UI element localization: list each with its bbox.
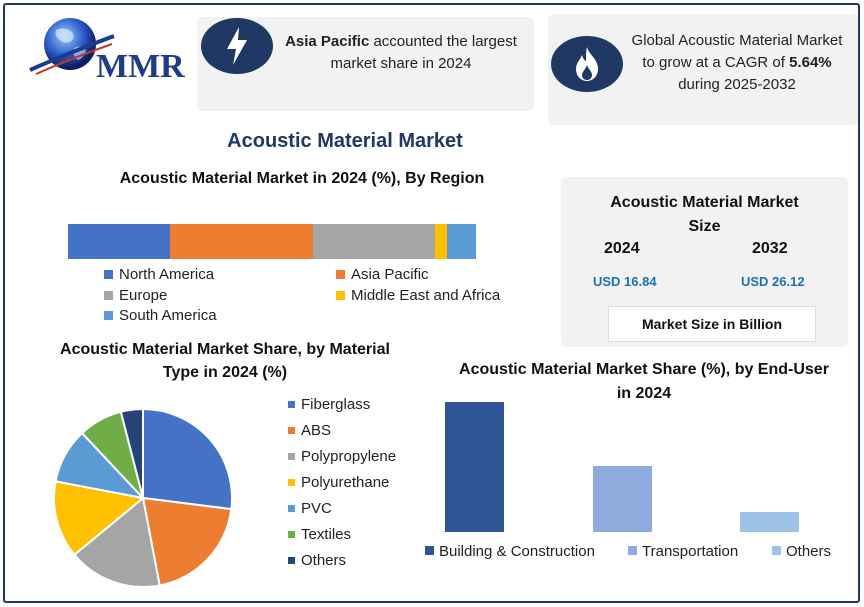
bar-segment-asia-pacific [170, 224, 313, 259]
region-highlight-text: Asia Pacific accounted the largest marke… [285, 33, 517, 72]
legend-swatch [104, 270, 113, 279]
legend-swatch [288, 479, 295, 486]
pie-slice-polyurethane [53, 480, 146, 557]
legend-label: Others [301, 552, 347, 569]
logo-text: MMR [96, 48, 185, 85]
pie-slice-polypropylene [73, 496, 161, 588]
legend-swatch [336, 291, 345, 300]
legend-label: North America [119, 266, 215, 283]
legend-swatch [288, 453, 295, 460]
legend-label: South America [119, 307, 217, 324]
legend-label: PVC [301, 500, 332, 517]
bar-transportation [593, 466, 652, 532]
pie-slice-fiberglass [142, 407, 233, 511]
pie-slice-abs [141, 496, 233, 587]
flame-badge [551, 36, 623, 92]
legend-swatch [288, 427, 295, 434]
legend-item-pvc: PVC [288, 500, 403, 517]
bar-segment-south-america [447, 224, 476, 259]
globe-icon [29, 18, 115, 75]
mmr-logo: MMR [26, 14, 186, 90]
legend-label: Europe [119, 287, 168, 304]
legend-swatch [336, 270, 345, 279]
legend-item-others: Others [288, 552, 403, 569]
legend-label: Fiberglass [301, 396, 371, 413]
value-2024: USD 16.84 [593, 274, 657, 289]
bar-segment-middle-east-and-africa [435, 224, 448, 259]
lightning-badge [201, 18, 273, 74]
legend-swatch [104, 291, 113, 300]
legend-label: Building & Construction [439, 543, 595, 560]
legend-item-textiles: Textiles [288, 526, 403, 543]
legend-item-fiberglass: Fiberglass [288, 396, 403, 413]
legend-label: ABS [301, 422, 332, 439]
legend-label: Transportation [642, 543, 738, 560]
legend-item-europe: Europe [104, 287, 167, 304]
lightning-icon [227, 27, 247, 65]
legend-swatch [425, 546, 434, 555]
legend-swatch [288, 531, 295, 538]
cagr-card: Global Acoustic Material Market to grow … [548, 14, 858, 125]
legend-label: Polypropylene [301, 448, 397, 465]
pie-slice-others [119, 407, 144, 499]
year-2024-label: 2024 [604, 240, 640, 257]
legend-label: Middle East and Africa [351, 287, 501, 304]
legend-item-south-america: South America [104, 307, 217, 324]
legend-item-polyurethane: Polyurethane [288, 474, 403, 491]
material-pie-chart [53, 407, 233, 588]
page-frame [3, 3, 860, 603]
enduser-bar-chart: Building & Construction Transportation Oth… [425, 402, 831, 560]
legend-swatch [288, 505, 295, 512]
cagr-text: Global Acoustic Material Market to grow … [631, 32, 843, 93]
legend-label: Polyurethane [301, 474, 390, 491]
legend-item-building-and-construction: Building & Construction [425, 543, 595, 560]
value-2032: USD 26.12 [741, 274, 805, 289]
material-chart-title: Acoustic Material Market Share, by Mater… [60, 341, 390, 381]
legend-label: Textiles [301, 526, 352, 543]
bar-segment-europe [312, 224, 436, 259]
legend-item-abs: ABS [288, 422, 403, 439]
bar-building-and-construction [445, 402, 504, 532]
legend-item-polypropylene: Polypropylene [288, 448, 403, 465]
legend-item-north-america: North America [104, 266, 214, 283]
legend-swatch [288, 557, 295, 564]
market-size-title: Acoustic Material Market Size [610, 194, 799, 235]
legend-swatch [628, 546, 637, 555]
bar-segment-north-america [68, 224, 170, 259]
legend-item-transportation: Transportation [628, 543, 738, 560]
legend-label: Others [786, 543, 831, 560]
legend-swatch [104, 311, 113, 320]
region-stacked-bar [68, 224, 476, 259]
legend-label: Asia Pacific [351, 266, 429, 283]
enduser-chart-title: Acoustic Material Market Share (%), by E… [459, 361, 829, 402]
year-2032-label: 2032 [752, 240, 788, 257]
legend-item-others: Others [772, 543, 831, 560]
legend-item-middle-east-and-africa: Middle East and Africa [336, 287, 500, 304]
region-chart-title: Acoustic Material Market in 2024 (%), By… [119, 170, 485, 187]
market-size-unit: Market Size in Billion [608, 306, 816, 342]
region-highlight-card: Asia Pacific accounted the largest marke… [197, 17, 534, 111]
legend-swatch [288, 401, 295, 408]
legend-item-asia-pacific: Asia Pacific [336, 266, 429, 283]
market-size-card: Acoustic Material Market Size 2024 2032 … [561, 177, 848, 347]
page-title: Acoustic Material Market [227, 130, 463, 152]
flame-icon [576, 47, 598, 81]
bar-others [740, 512, 799, 532]
legend-swatch [772, 546, 781, 555]
